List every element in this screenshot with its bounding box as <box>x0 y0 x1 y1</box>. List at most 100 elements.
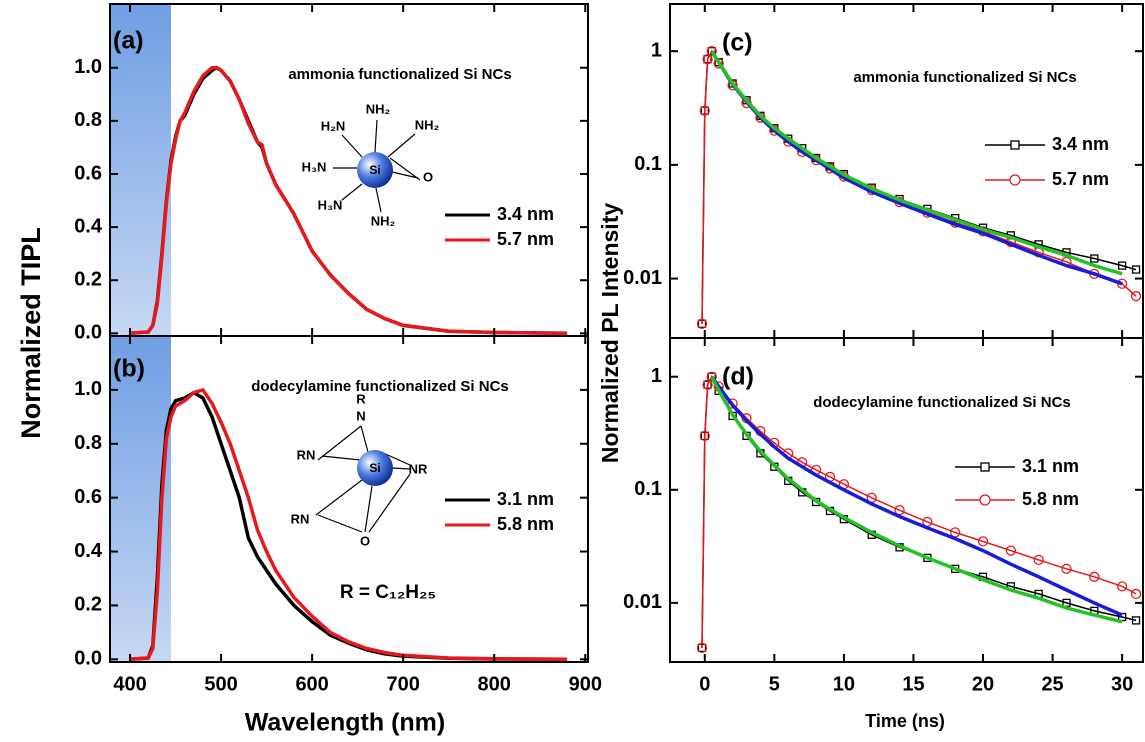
inset-label: N <box>356 408 365 423</box>
y-tick-label: 0.01 <box>623 267 662 289</box>
panel-title: ammonia functionalized Si NCs <box>288 66 511 83</box>
legend-marker <box>979 494 991 506</box>
inset-label: NH₂ <box>415 117 440 132</box>
inset-label: O <box>360 533 370 548</box>
si-sphere <box>357 450 393 486</box>
plot-area <box>696 46 1142 329</box>
marker <box>702 54 713 65</box>
inset-label: NH₂ <box>366 101 391 116</box>
legend-label: 3.1 nm <box>1022 456 1079 476</box>
bond <box>387 133 416 158</box>
series-line <box>710 50 1123 276</box>
y-tick-label: 0.4 <box>74 540 103 562</box>
marker <box>1116 581 1128 592</box>
series-line <box>701 375 1137 648</box>
x-axis-label: Wavelength (nm) <box>245 709 445 737</box>
x-tick-label: 400 <box>113 673 146 695</box>
marker <box>1131 265 1141 274</box>
y-tick-label: 0.4 <box>74 215 103 237</box>
marker <box>707 47 716 56</box>
inset-label: H₃N <box>318 197 343 212</box>
x-tick-label: 600 <box>295 673 328 695</box>
bond <box>317 514 363 533</box>
marker <box>977 536 989 547</box>
inset-label: RN <box>297 447 316 462</box>
panel-title: ammonia functionalized Si NCs <box>853 69 1076 86</box>
legend-marker <box>980 462 990 472</box>
x-tick-label: 900 <box>569 673 602 695</box>
y-tick-label: 0.0 <box>74 648 102 670</box>
marker <box>1033 554 1044 566</box>
marker <box>696 642 708 654</box>
marker <box>702 379 713 390</box>
y-tick-label: 0.01 <box>623 591 662 613</box>
panel-label: (b) <box>113 355 145 383</box>
x-tick-label: 500 <box>204 673 237 695</box>
marker <box>1005 545 1016 556</box>
x-tick-label: 700 <box>386 673 419 695</box>
bond <box>317 425 362 461</box>
series-line <box>710 375 1123 624</box>
panel-label: (d) <box>722 363 754 391</box>
y-tick-label: 1 <box>651 365 662 387</box>
series-line <box>710 50 1123 286</box>
bond <box>391 467 411 470</box>
y-tick-label: 1.0 <box>74 56 102 78</box>
bond <box>375 187 382 213</box>
bond <box>391 171 419 179</box>
legend-label: 5.7 nm <box>497 229 554 249</box>
bond <box>368 473 411 533</box>
marker <box>1131 616 1141 625</box>
marker <box>706 46 717 57</box>
y-axis-label: Normalized TIPL <box>16 227 46 439</box>
inset-label: H₂N <box>321 118 346 133</box>
plot-area <box>129 65 568 336</box>
plot-frame <box>669 337 1144 663</box>
plot-area <box>129 387 568 662</box>
inset-label: Si <box>369 163 380 177</box>
y-tick-label: 0.2 <box>74 269 102 291</box>
y-tick-label: 0.1 <box>634 478 662 500</box>
inset-label: H₃N <box>302 159 327 174</box>
si-sphere <box>357 152 393 188</box>
marker <box>1130 291 1142 302</box>
x-tick-label: 15 <box>902 673 924 695</box>
y-tick-label: 1 <box>651 39 662 61</box>
x-axis-label: Time (ns) <box>865 711 945 731</box>
y-tick-label: 0.8 <box>74 432 102 454</box>
inset-note: R = C₁₂H₂₅ <box>340 582 436 603</box>
x-tick-label: 20 <box>972 673 994 695</box>
marker <box>1090 254 1099 263</box>
plot-area <box>696 371 1142 654</box>
bond <box>389 157 421 181</box>
panel-label: (c) <box>722 29 753 57</box>
series-line <box>129 65 568 336</box>
x-tick-label: 5 <box>769 673 780 695</box>
y-tick-label: 0.6 <box>74 162 102 184</box>
bond <box>374 119 378 153</box>
bond <box>341 183 363 201</box>
legend-label: 5.7 nm <box>1052 169 1109 189</box>
bond <box>315 479 363 516</box>
panel-title: dodecylamine functionalized Si NCs <box>813 394 1071 411</box>
marker <box>699 105 710 116</box>
marker <box>1117 261 1127 270</box>
bond <box>364 485 373 533</box>
inset-label: NR <box>409 461 428 476</box>
legend-label: 3.4 nm <box>1052 134 1109 154</box>
x-tick-label: 0 <box>699 673 710 695</box>
legend-marker <box>1009 174 1021 186</box>
y-tick-label: 0.1 <box>634 153 662 175</box>
y-tick-label: 0.2 <box>74 594 102 616</box>
x-tick-label: 30 <box>1111 673 1133 695</box>
bond <box>360 425 369 453</box>
legend-label: 3.4 nm <box>497 204 554 224</box>
marker <box>696 318 708 329</box>
marker <box>706 371 717 382</box>
marker <box>1089 571 1100 582</box>
inset-label: O <box>423 169 433 184</box>
y-tick-label: 0.0 <box>74 322 102 344</box>
marker <box>1061 563 1072 574</box>
marker <box>1130 588 1142 600</box>
series-line <box>701 375 1137 648</box>
